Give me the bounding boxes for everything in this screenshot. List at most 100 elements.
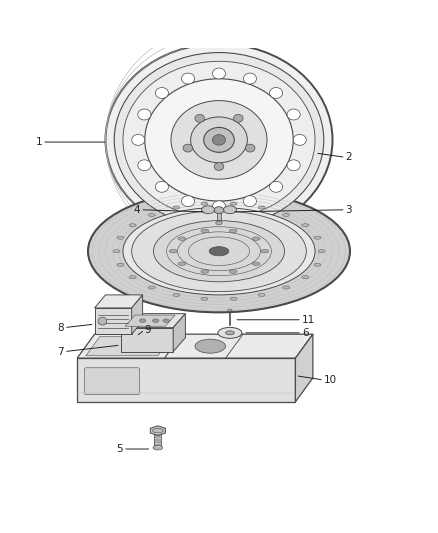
Ellipse shape xyxy=(244,73,257,84)
Text: 6: 6 xyxy=(302,328,309,338)
Ellipse shape xyxy=(183,144,193,152)
Ellipse shape xyxy=(138,109,151,120)
Ellipse shape xyxy=(132,134,145,146)
Ellipse shape xyxy=(230,202,237,205)
Text: 10: 10 xyxy=(324,375,337,385)
Ellipse shape xyxy=(302,276,309,279)
Ellipse shape xyxy=(148,213,155,216)
Ellipse shape xyxy=(152,429,163,433)
Polygon shape xyxy=(95,295,143,308)
Polygon shape xyxy=(150,426,166,435)
Ellipse shape xyxy=(252,262,260,265)
Text: 5: 5 xyxy=(117,444,123,454)
Ellipse shape xyxy=(226,331,234,335)
Ellipse shape xyxy=(153,446,162,450)
Ellipse shape xyxy=(129,276,136,279)
Ellipse shape xyxy=(173,293,180,296)
Ellipse shape xyxy=(314,236,321,239)
Ellipse shape xyxy=(201,229,209,232)
Text: 4: 4 xyxy=(134,205,141,215)
Ellipse shape xyxy=(209,247,229,256)
Polygon shape xyxy=(95,308,132,334)
Ellipse shape xyxy=(106,44,332,236)
Ellipse shape xyxy=(214,163,224,171)
Ellipse shape xyxy=(261,249,269,253)
Ellipse shape xyxy=(132,211,306,292)
Ellipse shape xyxy=(214,207,224,214)
Polygon shape xyxy=(125,315,175,326)
Ellipse shape xyxy=(173,206,180,209)
Ellipse shape xyxy=(218,327,242,338)
Ellipse shape xyxy=(244,196,257,207)
Ellipse shape xyxy=(212,135,226,145)
Ellipse shape xyxy=(152,319,159,322)
Ellipse shape xyxy=(155,181,169,192)
Ellipse shape xyxy=(123,61,315,219)
Ellipse shape xyxy=(318,249,325,253)
Ellipse shape xyxy=(148,286,155,289)
Polygon shape xyxy=(121,328,173,352)
Text: 8: 8 xyxy=(57,322,64,333)
Polygon shape xyxy=(132,295,143,334)
Ellipse shape xyxy=(302,224,309,227)
Ellipse shape xyxy=(145,79,293,201)
Ellipse shape xyxy=(283,213,290,216)
Ellipse shape xyxy=(245,144,255,152)
Ellipse shape xyxy=(181,196,194,207)
Bar xyxy=(217,212,221,223)
Ellipse shape xyxy=(228,309,232,311)
Ellipse shape xyxy=(123,207,315,295)
Ellipse shape xyxy=(113,249,120,253)
Text: 7: 7 xyxy=(57,346,64,357)
Ellipse shape xyxy=(258,206,265,209)
Ellipse shape xyxy=(229,229,237,232)
Polygon shape xyxy=(173,313,185,352)
Ellipse shape xyxy=(233,115,243,122)
Ellipse shape xyxy=(138,160,151,171)
Ellipse shape xyxy=(117,236,124,239)
Polygon shape xyxy=(86,336,172,356)
Text: 3: 3 xyxy=(346,205,352,215)
Ellipse shape xyxy=(314,263,321,266)
Ellipse shape xyxy=(117,263,124,266)
Ellipse shape xyxy=(252,237,260,240)
Ellipse shape xyxy=(201,202,208,205)
Ellipse shape xyxy=(171,101,267,179)
Ellipse shape xyxy=(269,87,283,99)
Ellipse shape xyxy=(287,160,300,171)
Ellipse shape xyxy=(129,224,136,227)
Ellipse shape xyxy=(88,190,350,312)
Text: 9: 9 xyxy=(145,325,152,335)
FancyBboxPatch shape xyxy=(85,368,140,394)
Ellipse shape xyxy=(195,339,226,353)
Text: 1: 1 xyxy=(35,137,42,147)
Ellipse shape xyxy=(201,270,209,273)
Ellipse shape xyxy=(178,237,186,240)
Ellipse shape xyxy=(98,317,107,325)
Ellipse shape xyxy=(229,270,237,273)
Ellipse shape xyxy=(258,293,265,296)
Ellipse shape xyxy=(201,297,208,300)
Ellipse shape xyxy=(191,117,247,163)
Ellipse shape xyxy=(181,73,194,84)
Ellipse shape xyxy=(169,249,177,253)
Polygon shape xyxy=(77,358,295,402)
Ellipse shape xyxy=(216,221,222,224)
Ellipse shape xyxy=(212,201,226,212)
Ellipse shape xyxy=(212,68,226,79)
Ellipse shape xyxy=(178,262,186,265)
Ellipse shape xyxy=(283,286,290,289)
Ellipse shape xyxy=(230,297,237,300)
Ellipse shape xyxy=(139,319,146,322)
Text: 2: 2 xyxy=(346,152,352,163)
Ellipse shape xyxy=(153,221,285,282)
Polygon shape xyxy=(77,334,313,358)
Polygon shape xyxy=(121,313,185,328)
Ellipse shape xyxy=(293,134,306,146)
Ellipse shape xyxy=(223,206,237,214)
Bar xyxy=(154,430,161,448)
Ellipse shape xyxy=(195,115,205,122)
Ellipse shape xyxy=(114,53,324,227)
Ellipse shape xyxy=(163,319,170,322)
Text: 11: 11 xyxy=(302,315,315,325)
